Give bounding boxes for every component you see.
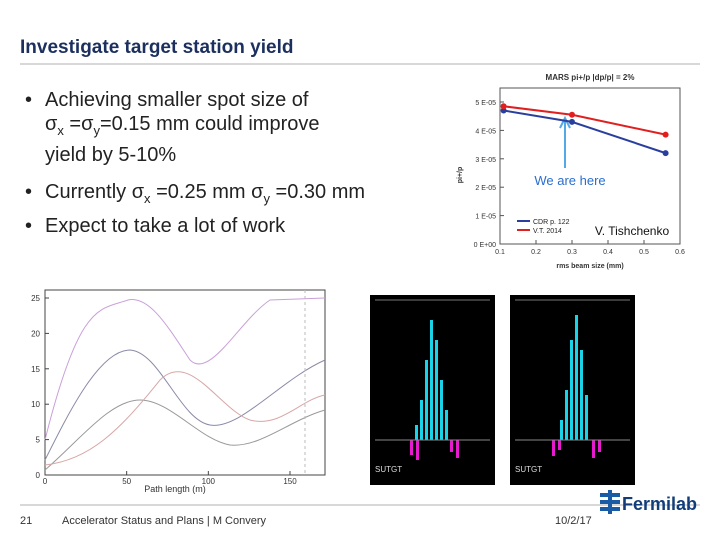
beta-plot (44, 289, 326, 476)
y-tick-label: 10 (31, 400, 40, 409)
y-tick-label: 3 E-05 (475, 157, 496, 164)
y-tick-label: 15 (31, 365, 40, 374)
x-tick-label: 50 (122, 477, 131, 486)
x-tick-label: 0.1 (495, 249, 505, 256)
x-tick-label: 0.5 (639, 249, 649, 256)
title: Investigate target station yield (20, 37, 293, 58)
legend-label: V.T. 2014 (533, 228, 562, 235)
y-tick-label: 5 E-05 (475, 100, 496, 107)
text-run: Currently (45, 181, 132, 203)
x-tick-label: 0.6 (675, 249, 685, 256)
y-axis-label: pi+/p (457, 167, 464, 184)
bullet-text: Achieving smaller spot size of σx =σy=0.… (45, 88, 319, 167)
y-tick-label: 25 (31, 294, 40, 303)
hist-label: SUTGT (375, 465, 402, 474)
text-run: σ (251, 181, 264, 203)
point (569, 111, 575, 118)
text-run: =0.15 mm could improve (99, 113, 320, 135)
text-run: σ (45, 113, 58, 135)
page-number: 21 (20, 515, 32, 527)
hist-label: SUTGT (515, 465, 542, 474)
x-tick-label: 0 (43, 477, 48, 486)
point (662, 150, 669, 157)
y-tick-label: 4 E-05 (475, 128, 496, 135)
text-run: =0.25 mm (150, 181, 252, 203)
x-tick-label: 100 (202, 477, 216, 486)
x-tick-label: 150 (283, 477, 297, 486)
y-tick-label: 1 E-05 (475, 214, 496, 221)
text-run: x (144, 191, 151, 206)
text-run: = (63, 113, 82, 135)
plot-frame (499, 87, 681, 245)
point (500, 103, 507, 110)
bullet-text: Currently σx =0.25 mm σy =0.30 mm (45, 180, 365, 211)
y-tick-label: 0 E+00 (474, 242, 496, 249)
annotation: V. Tishchenko (595, 224, 670, 238)
y-tick-label: 5 (36, 436, 41, 445)
text-run: y (93, 123, 100, 138)
x-tick-label: 0.2 (531, 249, 541, 256)
bullet-text: Expect to take a lot of work (45, 214, 285, 238)
y-tick-label: 2 E-05 (475, 185, 496, 192)
point (569, 118, 575, 125)
y-tick-label: 0 (36, 471, 41, 480)
text-run: σ (131, 181, 145, 203)
text-run: yield by 5-10% (45, 144, 177, 166)
y-tick-label: 20 (31, 329, 40, 338)
text-run: y (263, 191, 271, 206)
legend-label: CDR p. 122 (533, 219, 570, 226)
x-tick-label: 0.3 (567, 249, 577, 256)
text-run: x (57, 123, 64, 138)
footer-date: 10/2/17 (555, 515, 592, 527)
series-line (503, 105, 666, 136)
histograms (370, 295, 635, 485)
chart-title: MARS pi+/p |dp/p| = 2% (546, 73, 635, 82)
point (662, 131, 669, 138)
logo-icon (600, 490, 620, 514)
x-tick-label: 0.4 (603, 249, 613, 256)
arrow (559, 115, 571, 168)
logo-text: Fermilab (622, 494, 697, 514)
x-axis-label: rms beam size (mm) (556, 263, 623, 270)
text-run: σ (81, 113, 94, 135)
point (500, 107, 507, 114)
annotation: We are here (534, 173, 605, 188)
text-run: Expect to take a lot of work (45, 215, 286, 237)
footer-text: Accelerator Status and Plans | M Convery (62, 515, 267, 527)
beta-x-label: Path length (m) (144, 484, 206, 494)
text-run: Achieving smaller spot size of (45, 89, 309, 111)
text-run: =0.30 mm (270, 181, 366, 203)
